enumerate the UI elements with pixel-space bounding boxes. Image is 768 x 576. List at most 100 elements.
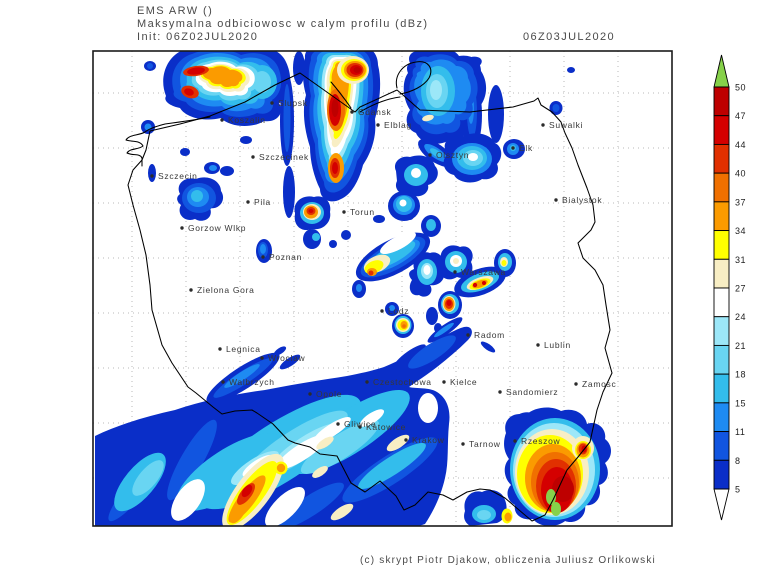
colorbar-tick-label: 24 xyxy=(735,312,746,322)
city-dot xyxy=(453,270,456,273)
city-label: Lublin xyxy=(544,340,571,350)
city-label: Elblag xyxy=(384,120,412,130)
city-label: Zamosc xyxy=(582,379,616,389)
city-label: Poznan xyxy=(269,252,302,262)
colorbar-tick-label: 27 xyxy=(735,284,746,294)
city-label: Lodz xyxy=(388,306,409,316)
city-dot xyxy=(513,439,516,442)
city-dot xyxy=(221,380,224,383)
city-label: Wroclaw xyxy=(268,353,305,363)
colorbar-segment xyxy=(714,259,729,288)
colorbar-tick-label: 40 xyxy=(735,169,746,179)
city-dot xyxy=(220,118,223,121)
field-title: Maksymalna odbiciowosc w calym profilu (… xyxy=(137,18,428,30)
city-dot xyxy=(498,390,501,393)
colorbar-segment xyxy=(714,144,729,173)
city-label: Legnica xyxy=(226,344,261,354)
city-dot xyxy=(180,226,183,229)
city-dot xyxy=(376,123,379,126)
city-label: Warszawa xyxy=(461,267,506,277)
city-dot xyxy=(261,255,264,258)
colorbar-tick-label: 47 xyxy=(735,111,746,121)
cell-pomerania xyxy=(141,44,290,221)
city-label: Gorzow Wlkp xyxy=(188,223,246,233)
cell-kaliningrad xyxy=(404,48,504,151)
header: EMS ARW () Maksymalna odbiciowosc w caly… xyxy=(137,5,615,43)
city-label: Opole xyxy=(316,389,342,399)
city-dot xyxy=(536,343,539,346)
city-label: Tarnow xyxy=(469,439,501,449)
city-dot xyxy=(270,101,273,104)
city-dot xyxy=(442,380,445,383)
city-label: Koszalin xyxy=(228,115,266,125)
city-dot xyxy=(554,198,557,201)
colorbar-segment xyxy=(714,231,729,260)
colorbar-segment xyxy=(714,202,729,231)
cell-gdansk-band xyxy=(280,45,380,218)
weather-map-canvas: Szczecin Koszalin Slupsk Gdansk Elblag Olszty… xyxy=(0,0,768,576)
city-label: Suwalki xyxy=(549,120,583,130)
city-dot xyxy=(365,380,368,383)
colorbar-over-triangle xyxy=(714,55,729,87)
colorbar-under-triangle xyxy=(714,489,729,520)
colorbar-segment xyxy=(714,87,729,116)
credit-line: (c) skrypt Piotr Djakow, obliczenia Juli… xyxy=(360,555,656,566)
colorbar-tick-label: 15 xyxy=(735,398,746,408)
colorbar-segment xyxy=(714,173,729,202)
colorbar-segment xyxy=(714,116,729,145)
city-label: Czestochowa xyxy=(373,377,432,387)
cell-rzeszow xyxy=(504,408,611,527)
city-dot xyxy=(189,288,192,291)
city-dot xyxy=(251,155,254,158)
colorbar-segment xyxy=(714,345,729,374)
colorbar-segments xyxy=(714,87,729,489)
city-dot xyxy=(260,356,263,359)
city-dot xyxy=(246,200,249,203)
city-label: Radom xyxy=(474,330,505,340)
colorbar-tick-label: 5 xyxy=(735,485,741,495)
city-label: Sandomierz xyxy=(506,387,558,397)
city-dot xyxy=(150,174,153,177)
colorbar-tick-label: 8 xyxy=(735,456,741,466)
city-dot xyxy=(574,382,577,385)
colorbar-tick-label: 50 xyxy=(735,83,746,93)
city-label: Torun xyxy=(350,207,375,217)
colorbar-tick-label: 21 xyxy=(735,341,746,351)
colorbar-tick-label: 18 xyxy=(735,370,746,380)
city-label: Elk xyxy=(519,143,533,153)
city-label: Szczecin xyxy=(158,171,198,181)
model-title: EMS ARW () xyxy=(137,5,213,17)
valid-time: 06Z03JUL2020 xyxy=(523,31,615,43)
city-dot xyxy=(511,146,514,149)
city-dot xyxy=(336,422,339,425)
city-label: Olsztyn xyxy=(436,150,469,160)
city-dot xyxy=(308,392,311,395)
colorbar-tick-label: 34 xyxy=(735,226,746,236)
city-dot xyxy=(428,153,431,156)
city-dot xyxy=(461,442,464,445)
colorbar-segment xyxy=(714,460,729,489)
init-time: Init: 06Z02JUL2020 xyxy=(137,31,258,43)
city-dot xyxy=(404,438,407,441)
city-dot xyxy=(350,110,353,113)
city-dot xyxy=(541,123,544,126)
colorbar-segment xyxy=(714,374,729,403)
colorbar-ticks: 5047444037343127242118151185 xyxy=(735,83,746,495)
colorbar-segment xyxy=(714,288,729,317)
colorbar-segment xyxy=(714,317,729,346)
city-label: Pila xyxy=(254,197,271,207)
city-dot xyxy=(218,347,221,350)
city-label: Katowice xyxy=(366,422,406,432)
city-label: Bialystok xyxy=(562,195,602,205)
city-label: Rzeszow xyxy=(521,436,561,446)
city-dot xyxy=(466,333,469,336)
colorbar-tick-label: 37 xyxy=(735,197,746,207)
city-label: Kielce xyxy=(450,377,477,387)
city-label: Gdansk xyxy=(358,107,392,117)
city-dot xyxy=(342,210,345,213)
weather-map-page: Szczecin Koszalin Slupsk Gdansk Elblag Olszty… xyxy=(0,0,768,576)
city-label: Krakow xyxy=(412,435,445,445)
city-label: Slupsk xyxy=(278,98,308,108)
reflectivity-layer xyxy=(95,44,611,539)
city-dot xyxy=(358,425,361,428)
